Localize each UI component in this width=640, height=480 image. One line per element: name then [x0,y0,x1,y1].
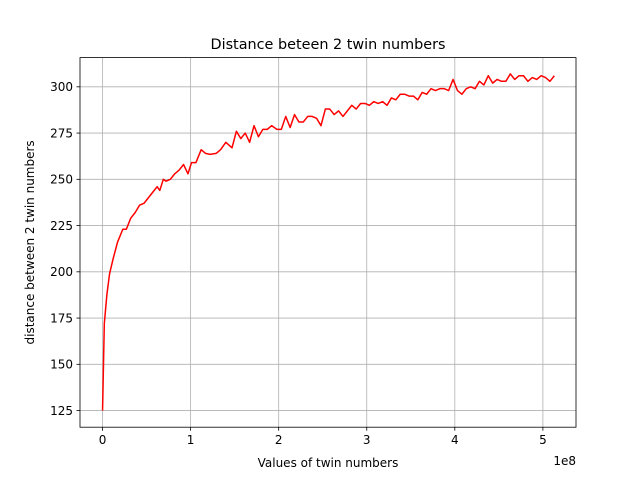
y-axis-ticks: 125 150 175 200 225 250 275 300 [50,80,80,418]
x-tick-label: 1 [187,433,195,447]
x-tick-label: 0 [99,433,107,447]
y-tick-label: 225 [50,219,73,233]
x-tick-label: 5 [539,433,547,447]
x-axis-label: Values of twin numbers [258,456,399,470]
y-tick-label: 250 [50,173,73,187]
x-tick-label: 4 [451,433,459,447]
series-line [101,73,555,411]
x-tick-label: 3 [363,433,371,447]
chart-title: Distance beteen 2 twin numbers [210,37,445,53]
y-tick-label: 125 [50,404,73,418]
y-axis-label: distance between 2 twin numbers [23,140,37,344]
axes-frame [79,57,577,428]
y-tick-label: 150 [50,358,73,372]
y-tick-label: 275 [50,126,73,140]
x-axis-ticks: 0 1 2 3 4 5 [99,427,547,447]
y-tick-label: 300 [50,80,73,94]
y-tick-label: 175 [50,311,73,325]
x-tick-label: 2 [275,433,283,447]
y-tick-label: 200 [50,265,73,279]
x-axis-offset-label: 1e8 [553,454,576,468]
